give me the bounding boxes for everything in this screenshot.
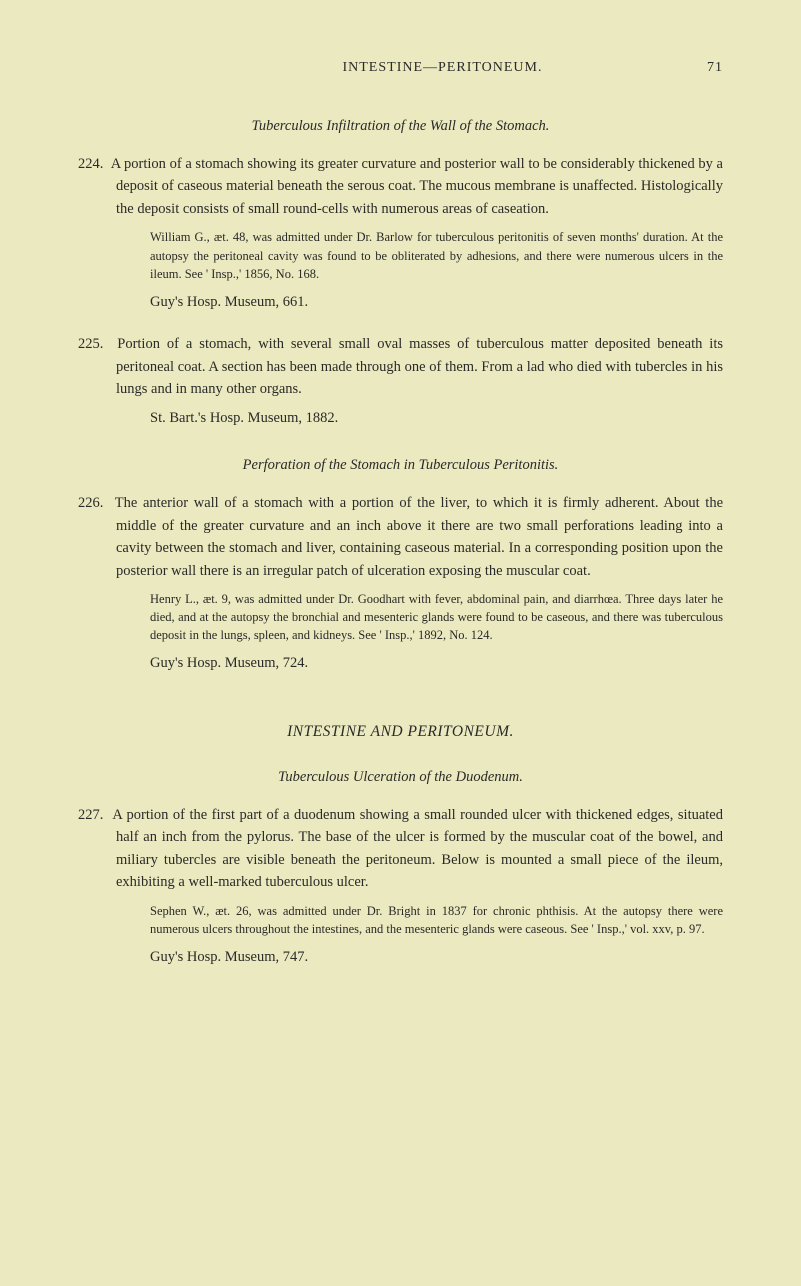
entry-226-p1: The anterior wall of a stomach with a po… (115, 495, 723, 578)
big-section-title: INTESTINE AND PERITONEUM. (78, 723, 723, 741)
entry-224-num: 224. (78, 156, 103, 172)
entry-226-museum: Guy's Hosp. Museum, 724. (150, 652, 723, 674)
entry-227-num: 227. (78, 807, 103, 823)
page-header: INTESTINE—PERITONEUM. 71 (78, 60, 723, 76)
entry-224-text: 224. A portion of a stomach showing its … (116, 153, 723, 220)
section-title-1: Tuberculous Infiltration of the Wall of … (78, 118, 723, 135)
entry-224-note: William G., æt. 48, was admitted under D… (150, 228, 723, 282)
entry-224-p1: A portion of a stomach showing its great… (111, 156, 723, 217)
entry-227-note: Sephen W., æt. 26, was admitted under Dr… (150, 902, 723, 938)
entry-224-museum: Guy's Hosp. Museum, 661. (150, 291, 723, 313)
header-title: INTESTINE—PERITONEUM. (78, 60, 707, 76)
entry-226: 226. The anterior wall of a stomach with… (78, 492, 723, 675)
entry-225-p1: Portion of a stomach, with several small… (116, 336, 723, 397)
entry-225-num: 225. (78, 336, 103, 352)
section-title-226: Perforation of the Stomach in Tuberculou… (78, 457, 723, 474)
entry-225: 225. Portion of a stomach, with several … (78, 333, 723, 429)
entry-226-note: Henry L., æt. 9, was admitted under Dr. … (150, 590, 723, 644)
entry-227-museum: Guy's Hosp. Museum, 747. (150, 946, 723, 968)
entry-227-text: 227. A portion of the first part of a du… (116, 804, 723, 894)
entry-227: 227. A portion of the first part of a du… (78, 804, 723, 969)
sub-section-title: Tuberculous Ulceration of the Duodenum. (78, 769, 723, 786)
entry-225-museum: St. Bart.'s Hosp. Museum, 1882. (150, 407, 723, 429)
entry-226-num: 226. (78, 495, 103, 511)
entry-224: 224. A portion of a stomach showing its … (78, 153, 723, 313)
entry-226-text: 226. The anterior wall of a stomach with… (116, 492, 723, 582)
entry-227-p1: A portion of the first part of a duodenu… (112, 807, 723, 890)
entry-225-text: 225. Portion of a stomach, with several … (116, 333, 723, 400)
page-number: 71 (707, 60, 723, 76)
